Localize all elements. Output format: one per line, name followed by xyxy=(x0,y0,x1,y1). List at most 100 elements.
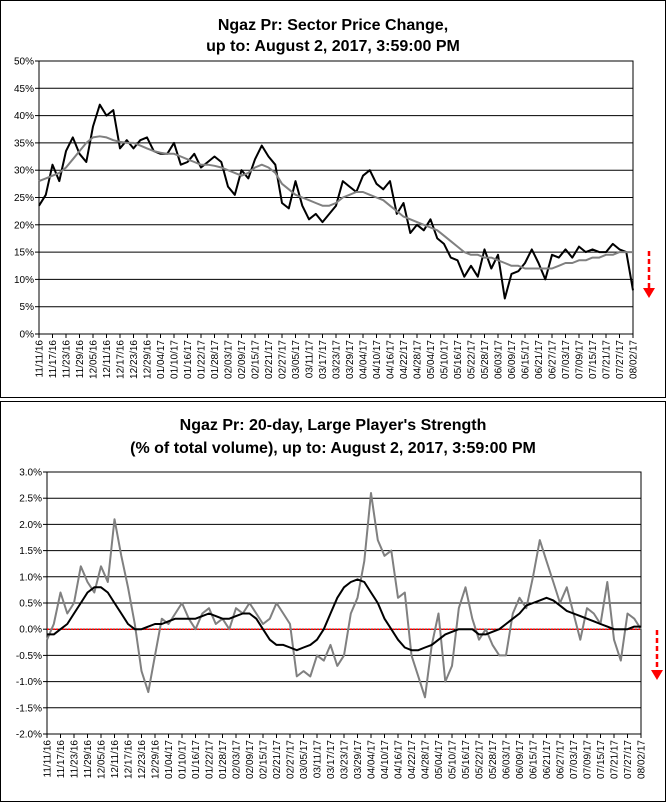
down-arrow-head xyxy=(651,670,663,680)
y-tick-label: -1.0% xyxy=(16,677,42,688)
price-change-chart-panel: Ngaz Pr: Sector Price Change, up to: Aug… xyxy=(0,0,666,398)
x-tick-label: 12/29/16 xyxy=(151,740,162,779)
y-tick-label: 30% xyxy=(14,166,34,177)
y-tick-label: -0.5% xyxy=(16,651,42,662)
x-tick-label: 05/28/17 xyxy=(488,740,499,779)
x-tick-label: 05/04/17 xyxy=(434,740,445,779)
x-tick-label: 11/23/16 xyxy=(62,340,73,379)
x-tick-label: 01/28/17 xyxy=(210,340,221,379)
price-change-chart: 0%5%10%15%20%25%30%35%40%45%50%11/11/16 1… xyxy=(14,57,655,379)
y-tick-label: 50% xyxy=(14,57,34,68)
x-tick-label: 12/23/16 xyxy=(129,340,140,379)
series-line-2 xyxy=(38,135,633,270)
y-tick-label: 5% xyxy=(20,302,35,313)
x-tick-label: 01/04/17 xyxy=(164,740,175,779)
x-tick-label: 06/09/17 xyxy=(515,740,526,779)
series-line-2 xyxy=(47,578,641,652)
x-tick-label: 12/23/16 xyxy=(137,740,148,779)
x-tick-label: 06/21/17 xyxy=(534,340,545,379)
down-arrow-head xyxy=(643,288,655,298)
x-tick-label: 02/15/17 xyxy=(251,340,262,379)
x-tick-label: 07/03/17 xyxy=(569,740,580,779)
x-tick-label: 05/22/17 xyxy=(475,740,486,779)
y-tick-label: 35% xyxy=(14,138,34,149)
x-tick-label: 02/09/17 xyxy=(237,340,248,379)
x-tick-label: 03/17/17 xyxy=(326,740,337,779)
x-tick-label: 06/27/17 xyxy=(548,340,559,379)
x-tick-label: 12/11/16 xyxy=(102,340,113,379)
x-tick-label: 08/02/17 xyxy=(629,340,640,379)
x-tick-label: 03/23/17 xyxy=(340,740,351,779)
x-tick-label: 12/05/16 xyxy=(89,340,100,379)
y-tick-label: 3.0% xyxy=(19,468,42,479)
x-tick-label: 06/03/17 xyxy=(494,340,505,379)
y-tick-label: -2.0% xyxy=(16,730,42,741)
x-tick-label: 06/15/17 xyxy=(529,740,540,779)
x-tick-label: 04/10/17 xyxy=(380,740,391,779)
y-tick-label: 0.5% xyxy=(19,599,42,610)
chart-title-line-2: up to: August 2, 2017, 3:59:00 PM xyxy=(206,38,460,55)
x-tick-label: 04/10/17 xyxy=(372,340,383,379)
x-tick-label: 04/22/17 xyxy=(407,740,418,779)
y-tick-label: 15% xyxy=(14,248,34,259)
x-tick-label: 06/27/17 xyxy=(556,740,567,779)
x-tick-label: 03/23/17 xyxy=(332,340,343,379)
x-tick-label: 07/09/17 xyxy=(583,740,594,779)
x-tick-label: 04/16/17 xyxy=(386,340,397,379)
x-tick-label: 07/03/17 xyxy=(561,340,572,379)
x-tick-label: 01/28/17 xyxy=(218,740,229,779)
y-tick-label: 1.5% xyxy=(19,546,42,557)
y-tick-label: 45% xyxy=(14,84,34,95)
x-tick-label: 02/27/17 xyxy=(278,340,289,379)
x-tick-label: 05/04/17 xyxy=(426,340,437,379)
x-tick-label: 04/28/17 xyxy=(413,340,424,379)
x-tick-label: 03/05/17 xyxy=(291,340,302,379)
x-tick-label: 11/29/16 xyxy=(75,340,86,379)
x-tick-label: 07/21/17 xyxy=(610,740,621,779)
x-tick-label: 07/09/17 xyxy=(575,340,586,379)
x-tick-label: 06/21/17 xyxy=(542,740,553,779)
x-tick-label: 03/29/17 xyxy=(353,740,364,779)
x-tick-label: 07/27/17 xyxy=(623,740,634,779)
x-tick-label: 02/03/17 xyxy=(232,740,243,779)
x-tick-label: 03/11/17 xyxy=(305,340,316,379)
x-tick-label: 05/28/17 xyxy=(480,340,491,379)
series-line-1 xyxy=(46,492,642,699)
series-line-1 xyxy=(38,103,634,300)
y-tick-label: -1.5% xyxy=(16,703,42,714)
x-tick-label: 01/04/17 xyxy=(156,340,167,379)
x-tick-label: 02/21/17 xyxy=(272,740,283,779)
y-tick-label: 20% xyxy=(14,220,34,231)
x-tick-label: 04/28/17 xyxy=(421,740,432,779)
x-tick-label: 03/11/17 xyxy=(313,740,324,779)
x-tick-label: 02/03/17 xyxy=(224,340,235,379)
y-tick-label: 1.0% xyxy=(19,572,42,583)
x-tick-label: 01/22/17 xyxy=(205,740,216,779)
x-tick-label: 01/16/17 xyxy=(183,340,194,379)
chart-title-line-2: (% of total volume), up to: August 2, 20… xyxy=(130,440,536,457)
y-tick-label: 2.0% xyxy=(19,520,42,531)
x-tick-label: 01/22/17 xyxy=(197,340,208,379)
x-tick-label: 05/22/17 xyxy=(467,340,478,379)
x-tick-label: 08/02/17 xyxy=(637,740,648,779)
y-tick-label: 0% xyxy=(20,330,35,341)
x-tick-label: 03/29/17 xyxy=(345,340,356,379)
x-tick-label: 02/09/17 xyxy=(245,740,256,779)
x-tick-label: 02/27/17 xyxy=(286,740,297,779)
x-tick-label: 11/23/16 xyxy=(70,740,81,779)
x-tick-label: 03/05/17 xyxy=(299,740,310,779)
x-tick-label: 12/17/16 xyxy=(116,340,127,379)
x-tick-label: 11/17/16 xyxy=(56,740,67,779)
x-tick-label: 05/16/17 xyxy=(453,340,464,379)
chart-title-line-1: Ngaz Pr: 20-day, Large Player's Strength xyxy=(179,417,487,434)
x-tick-label: 06/09/17 xyxy=(507,340,518,379)
x-tick-label: 06/03/17 xyxy=(502,740,513,779)
x-tick-label: 12/05/16 xyxy=(97,740,108,779)
chart-title-line-1: Ngaz Pr: Sector Price Change, xyxy=(217,17,449,34)
large-player-strength-chart: -2.0% -1.5% -1.0% -0.5% 0.0% 0.5% 1.0% 1.5% 2.0%… xyxy=(16,468,663,779)
x-tick-label: 05/10/17 xyxy=(440,340,451,379)
y-tick-label: 10% xyxy=(14,275,34,286)
x-tick-label: 01/10/17 xyxy=(170,340,181,379)
x-tick-label: 06/15/17 xyxy=(521,340,532,379)
x-tick-label: 12/29/16 xyxy=(143,340,154,379)
